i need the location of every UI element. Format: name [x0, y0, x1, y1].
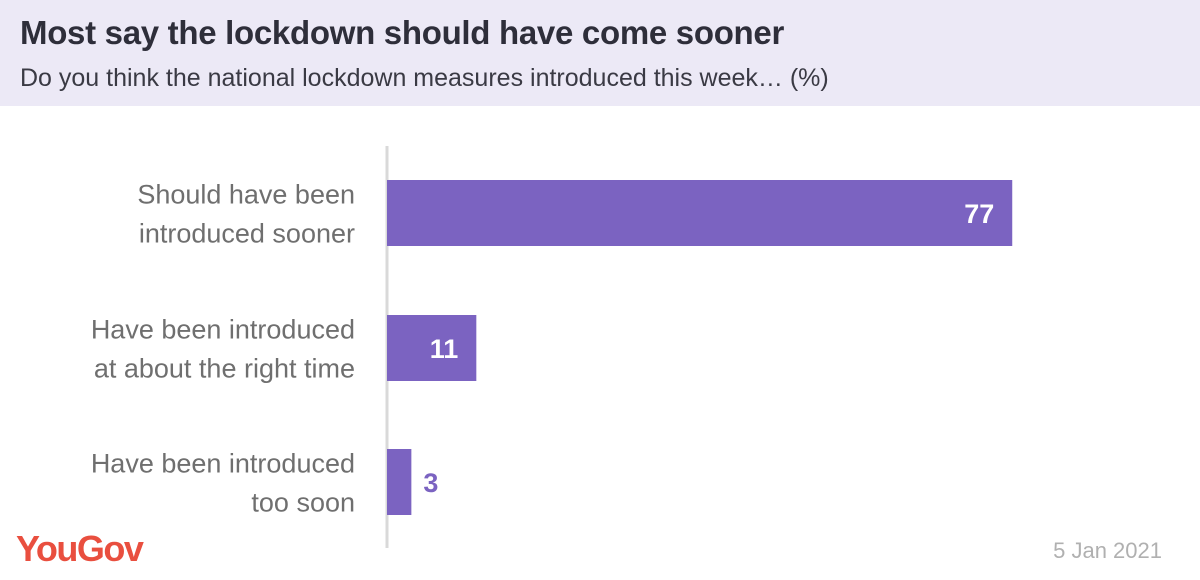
bar-chart: 77 Should have been introduced sooner 11 Hav…: [91, 146, 1013, 548]
bar: [387, 315, 477, 381]
category-label: Should have been: [137, 180, 355, 210]
chart-title: Most say the lockdown should have come s…: [20, 14, 784, 51]
category-label: introduced sooner: [139, 219, 355, 249]
date-label: 5 Jan 2021: [1053, 538, 1162, 563]
bar-value-label: 3: [423, 468, 438, 498]
bar-value-label: 77: [964, 199, 994, 229]
yougov-logo: YouGov: [16, 528, 144, 569]
category-label: Have been introduced: [91, 315, 355, 345]
chart-subtitle: Do you think the national lockdown measu…: [20, 64, 829, 92]
category-label: at about the right time: [94, 354, 355, 384]
category-label: Have been introduced: [91, 449, 355, 479]
bar: [387, 449, 412, 515]
bar: [387, 180, 1013, 246]
header-band: Most say the lockdown should have come s…: [0, 0, 1200, 106]
bar-value-label: 11: [430, 334, 459, 364]
category-label: too soon: [251, 488, 355, 518]
